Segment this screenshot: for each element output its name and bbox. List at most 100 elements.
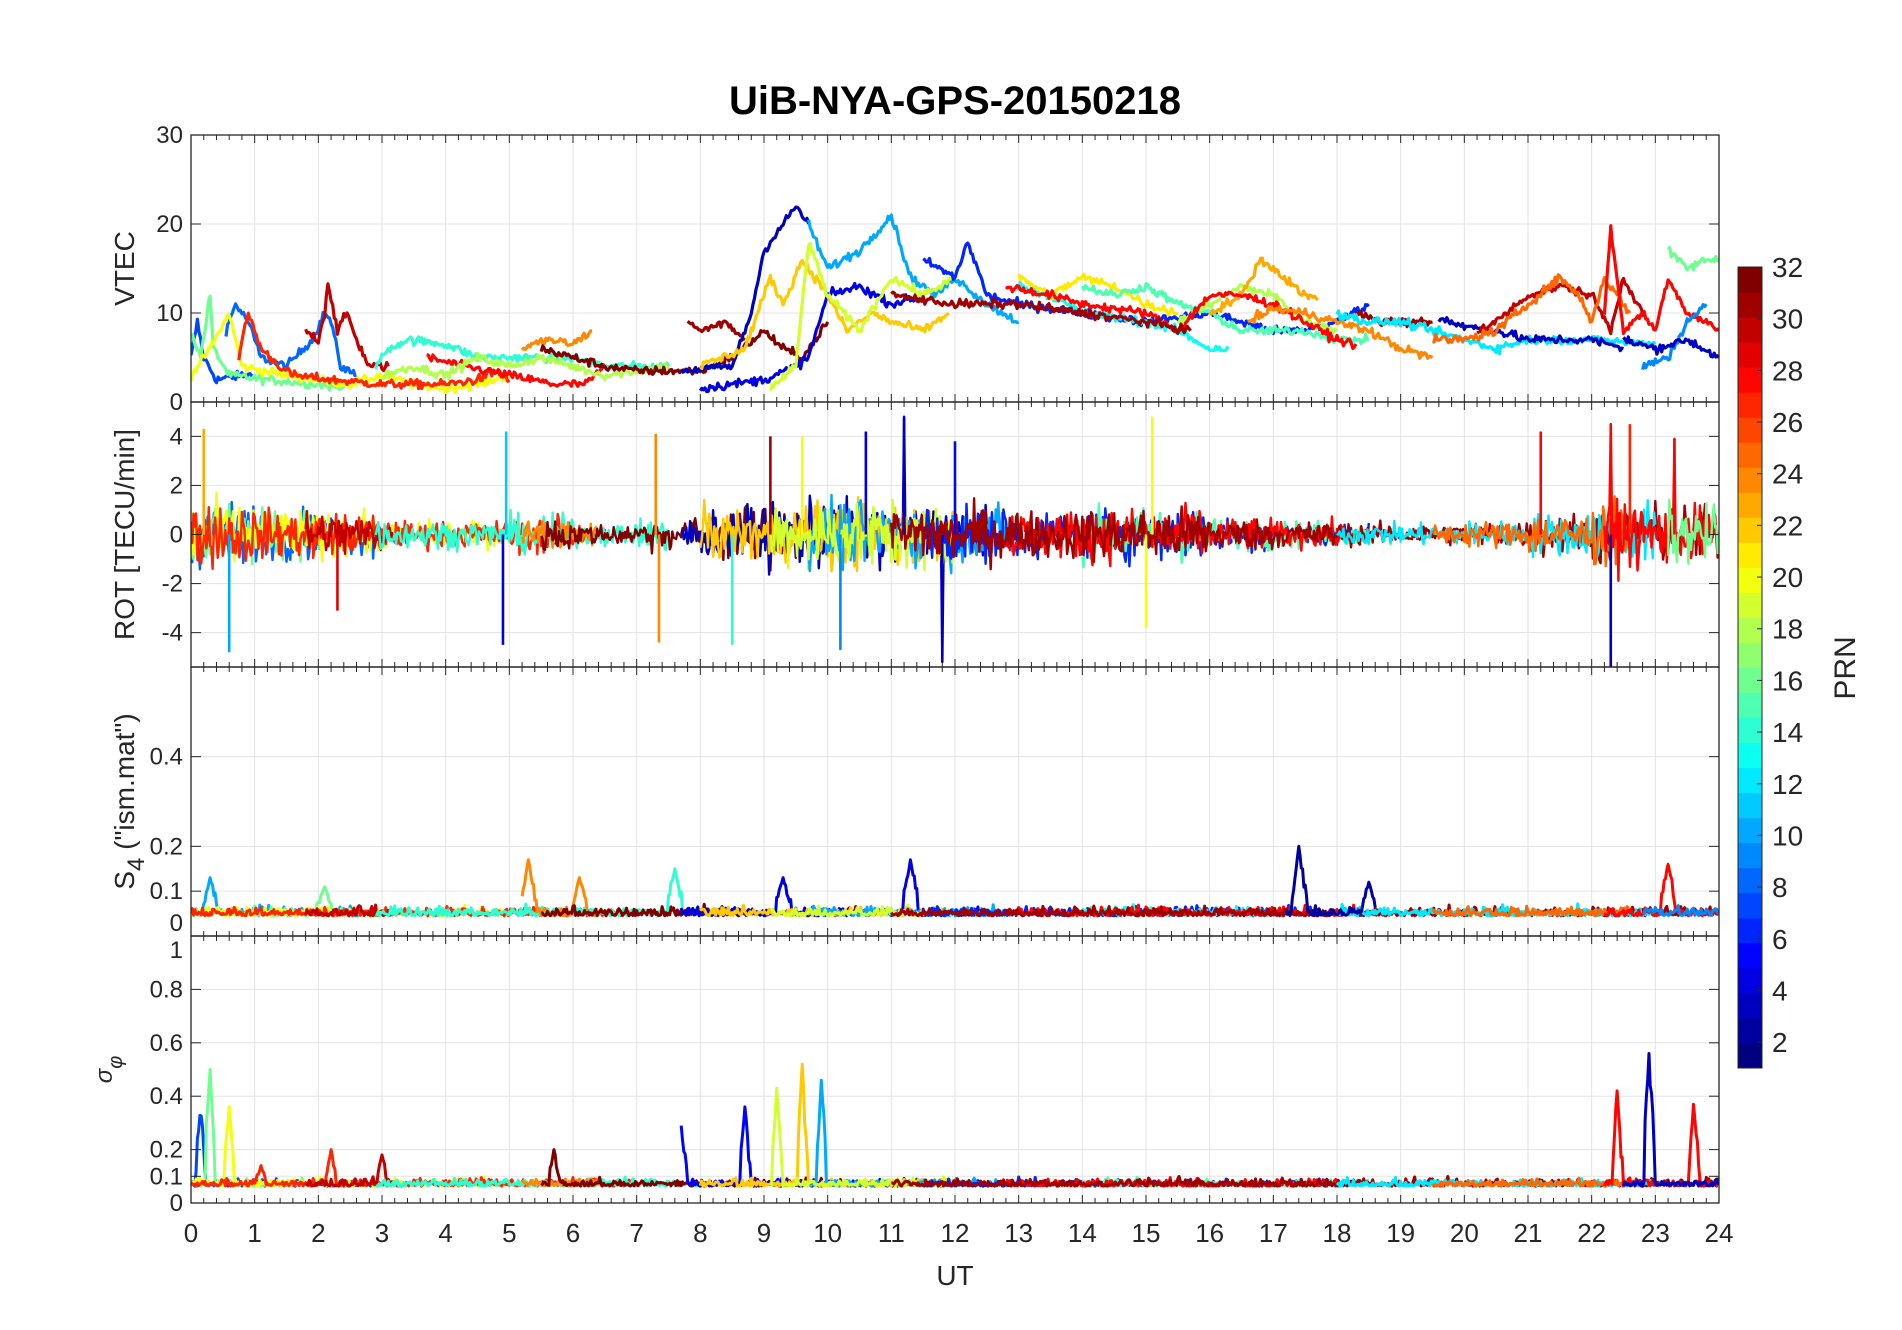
colorbar-band-prn-1 (1738, 1042, 1762, 1069)
colorbar-band-prn-3 (1738, 992, 1762, 1019)
vtec-series-prn-21 (1017, 272, 1179, 317)
x-tick-label: 14 (1068, 1218, 1097, 1248)
sigma-series-prn-16 (191, 1068, 350, 1188)
colorbar-band-prn-13 (1738, 742, 1762, 769)
colorbar-frame (1737, 266, 1763, 1069)
colorbar-band-prn-15 (1738, 692, 1762, 719)
panel-s4: 0 0.1 0.2 0.4S4 ("ism.mat") (109, 666, 1720, 937)
colorbar-tick-label: 18 (1772, 614, 1803, 645)
x-tick-label: 0 (184, 1218, 198, 1248)
vtec-series-prn-3 (1437, 316, 1624, 353)
x-tick-label: 21 (1514, 1218, 1543, 1248)
x-tick-label: 22 (1577, 1218, 1606, 1248)
colorbar-band-prn-21 (1738, 542, 1762, 568)
vtec-series-prn-23 (1209, 256, 1319, 316)
colorbar-tick-label: 28 (1772, 355, 1803, 386)
x-tick-label: 23 (1641, 1218, 1670, 1248)
rot-y-tick-label: 4 (170, 423, 183, 450)
s4-series-prn-25 (1431, 904, 1632, 918)
colorbar-tick-label: 22 (1772, 510, 1803, 541)
x-tick-label: 13 (1004, 1218, 1033, 1248)
colorbar-band-prn-17 (1738, 642, 1762, 668)
colorbar-band-prn-29 (1738, 342, 1762, 368)
colorbar-band-prn-20 (1738, 567, 1762, 593)
colorbar-band-prn-12 (1738, 767, 1762, 794)
x-tick-label: 1 (247, 1218, 261, 1248)
sigma-series-prn-3 (1622, 1052, 1719, 1188)
vtec-series-prn-9 (1641, 303, 1708, 371)
vtec-y-tick-label: 10 (156, 300, 183, 327)
x-tick-label: 2 (311, 1218, 325, 1248)
chart-title: UiB-NYA-GPS-20150218 (729, 79, 1181, 123)
sigma-y-tick-label: 0.4 (150, 1083, 183, 1110)
s4-y-tick-label: 0 (170, 910, 183, 937)
sigma-y-tick-label: 0 (170, 1190, 183, 1217)
x-tick-label: 9 (757, 1218, 771, 1248)
sigma-y-tick-label: 1 (170, 937, 183, 964)
vtec-series-prn-16 (1666, 245, 1719, 272)
colorbar-band-prn-28 (1738, 367, 1762, 393)
colorbar-band-prn-10 (1738, 817, 1762, 844)
sigma-y-tick-label: 0.8 (150, 976, 183, 1003)
rot-series-prn-24 (520, 519, 600, 549)
colorbar-band-prn-24 (1738, 467, 1762, 493)
x-tick-label: 4 (438, 1218, 452, 1248)
colorbar-band-prn-4 (1738, 967, 1762, 994)
colorbar-tick-label: 6 (1772, 924, 1788, 955)
x-tick-label: 18 (1323, 1218, 1352, 1248)
rot-y-tick-label: 0 (170, 522, 183, 549)
x-tick-label: 19 (1386, 1218, 1415, 1248)
panel-rot: -4 -2 0 2 4 ROT [TECU/min] (109, 401, 1720, 668)
colorbar-band-prn-2 (1738, 1017, 1762, 1044)
colorbar-band-prn-19 (1738, 592, 1762, 618)
colorbar-band-prn-30 (1738, 317, 1762, 343)
vtec-series-prn-24 (520, 329, 593, 352)
sigma-series-prn-20 (191, 1105, 511, 1188)
sigma-series-prn-28 (1603, 1089, 1719, 1188)
colorbar-tick-label: 30 (1772, 304, 1803, 335)
s4-y-tick-label: 0.4 (150, 744, 183, 771)
vtec-series-prn-3 (680, 205, 811, 374)
rot-series-prn-25 (1431, 495, 1632, 568)
vtec-y-tick-label: 0 (170, 389, 183, 416)
x-tick-label: 11 (878, 1218, 905, 1248)
vtec-series-prn-24 (1246, 304, 1434, 360)
sigma-series-prn-25 (1431, 1176, 1632, 1188)
vtec-series-prn-19 (768, 241, 957, 392)
x-tick-label: 5 (502, 1218, 516, 1248)
colorbar-label: PRN (1829, 636, 1862, 699)
vtec-series-prn-30 (1476, 276, 1645, 336)
colorbar-band-prn-11 (1738, 792, 1762, 819)
colorbar-tick-label: 32 (1772, 252, 1803, 283)
s4-series-prn-9 (1642, 904, 1719, 917)
colorbar-tick-label: 24 (1772, 459, 1803, 490)
vtec-series-prn-28 (1602, 224, 1719, 336)
vtec-series-prn-30 (304, 282, 390, 373)
colorbar-band-prn-5 (1738, 942, 1762, 969)
colorbar-band-prn-18 (1738, 617, 1762, 643)
colorbar-band-prn-14 (1738, 717, 1762, 744)
colorbar-tick-label: 16 (1772, 665, 1803, 696)
colorbar-band-prn-7 (1738, 892, 1762, 919)
colorbar-tick-label: 14 (1772, 717, 1803, 748)
vtec-y-tick-label: 30 (156, 122, 183, 149)
rot-y-tick-label: 2 (170, 472, 183, 499)
colorbar-band-prn-26 (1738, 417, 1762, 443)
colorbar-band-prn-8 (1738, 867, 1762, 894)
s4-data (191, 844, 1719, 918)
x-tick-label: 3 (375, 1218, 389, 1248)
sigma-series-prn-30 (304, 1153, 395, 1188)
x-tick-label: 12 (941, 1218, 970, 1248)
sigma-series-prn-5 (679, 1105, 988, 1188)
x-tick-label: 16 (1195, 1218, 1224, 1248)
vtec-series-prn-31 (890, 290, 1192, 335)
colorbar-tick-label: 10 (1772, 820, 1803, 851)
x-tick-label: 10 (813, 1218, 842, 1248)
vtec-series-prn-4 (698, 281, 925, 394)
x-tick-label: 15 (1132, 1218, 1161, 1248)
vtec-series-prn-25 (1432, 273, 1632, 345)
colorbar-tick-label: 4 (1772, 975, 1788, 1006)
vtec-series-prn-13 (1017, 280, 1230, 353)
